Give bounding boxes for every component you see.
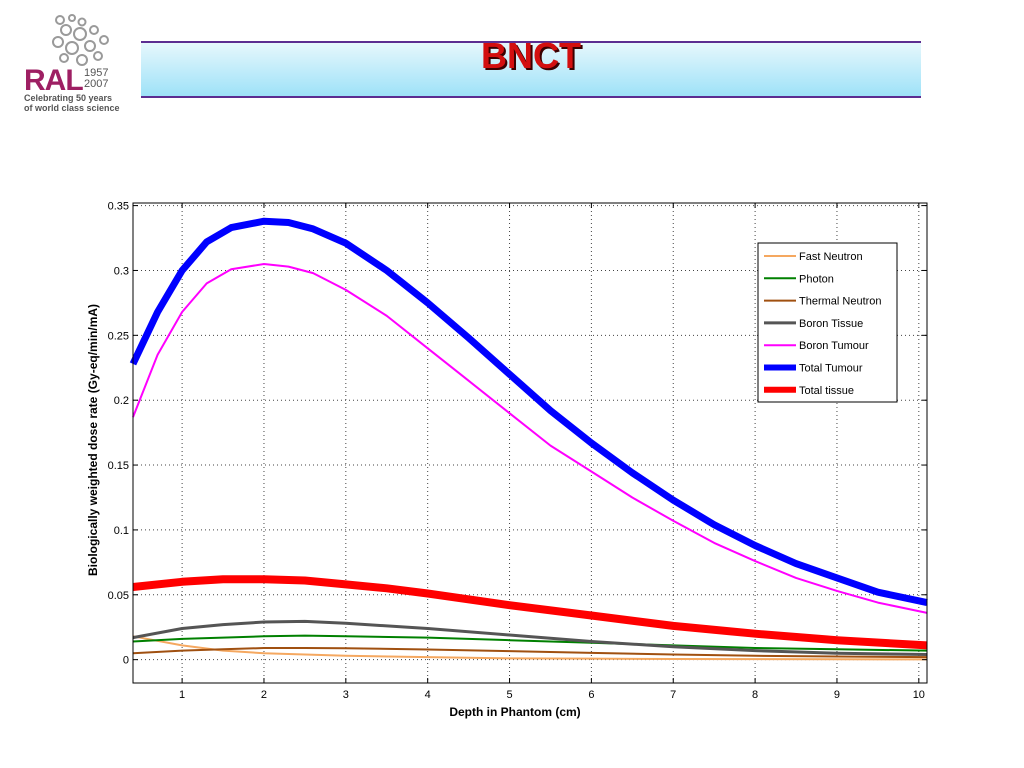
- legend-label: Total tissue: [799, 385, 854, 397]
- series-line: [132, 647, 928, 659]
- series-line: [132, 575, 928, 650]
- legend-label: Fast Neutron: [799, 251, 863, 263]
- title-banner: BNCT: [141, 35, 921, 98]
- logo-year-start: 1957: [84, 67, 109, 79]
- x-tick-label: 9: [834, 689, 840, 701]
- logo-tagline-line2: of world class science: [24, 103, 120, 113]
- x-tick-label: 1: [179, 689, 185, 701]
- legend-label: Thermal Neutron: [799, 296, 882, 308]
- ral-logo: RAL 1957 2007 Celebrating 50 years of wo…: [22, 14, 132, 113]
- y-tick-label: 0.2: [114, 395, 129, 407]
- series-line: [132, 634, 928, 652]
- legend-label: Photon: [799, 273, 834, 285]
- logo-tagline: Celebrating 50 years of world class scie…: [24, 93, 144, 113]
- x-axis-label: Depth in Phantom (cm): [449, 705, 580, 719]
- y-tick-label: 0.1: [114, 525, 129, 537]
- x-tick-label: 6: [588, 689, 594, 701]
- legend-label: Total Tumour: [799, 363, 863, 375]
- series-line: [132, 619, 928, 656]
- logo-year-end: 2007: [84, 78, 109, 90]
- y-tick-label: 0.35: [108, 201, 129, 213]
- series-line: [129, 217, 928, 607]
- y-tick-label: 0.25: [108, 330, 129, 342]
- x-tick-label: 2: [261, 689, 267, 701]
- legend-label: Boron Tumour: [799, 340, 869, 352]
- logo-tagline-line1: Celebrating 50 years: [24, 93, 113, 103]
- y-tick-label: 0.05: [108, 590, 129, 602]
- axes-box: [132, 202, 928, 684]
- y-tick-label: 0.3: [114, 265, 129, 277]
- y-tick-label: 0.15: [108, 460, 129, 472]
- x-tick-label: 5: [506, 689, 512, 701]
- x-tick-label: 4: [425, 689, 431, 701]
- x-tick-label: 10: [913, 689, 925, 701]
- y-axis-label: Biologically weighted dose rate (Gy-eq/m…: [86, 304, 100, 576]
- x-tick-label: 8: [752, 689, 758, 701]
- slide-title: BNCT: [481, 34, 581, 76]
- series-line: [132, 263, 928, 614]
- x-tick-label: 3: [343, 689, 349, 701]
- logo-brand: RAL: [24, 64, 84, 97]
- x-tick-label: 7: [670, 689, 676, 701]
- legend-label: Boron Tissue: [799, 318, 863, 330]
- logo-years: 1957 2007: [84, 68, 108, 90]
- molecule-dots-icon: [52, 14, 109, 66]
- y-tick-label: 0: [123, 655, 129, 667]
